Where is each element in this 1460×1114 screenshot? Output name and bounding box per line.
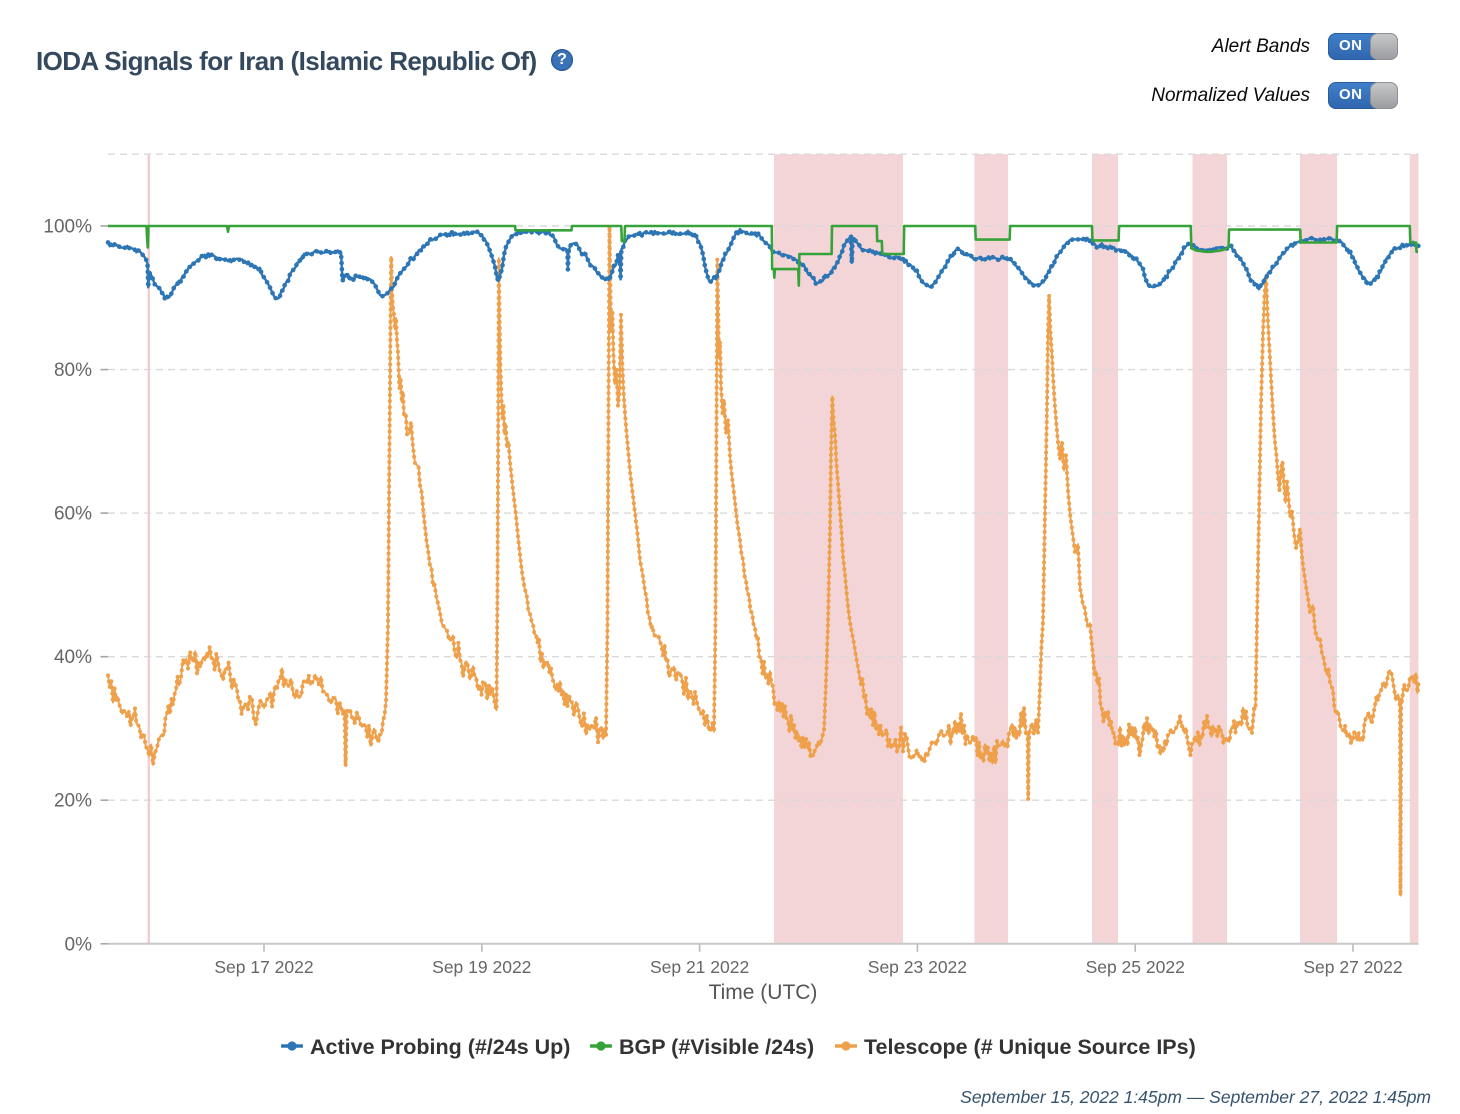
svg-text:20%: 20%	[54, 791, 92, 812]
svg-text:60%: 60%	[54, 504, 92, 525]
svg-text:Sep 19 2022: Sep 19 2022	[432, 957, 531, 977]
svg-text:100%: 100%	[43, 217, 92, 238]
svg-text:Sep 25 2022: Sep 25 2022	[1086, 957, 1185, 977]
svg-text:80%: 80%	[54, 360, 92, 381]
svg-text:Sep 27 2022: Sep 27 2022	[1303, 957, 1402, 977]
svg-text:0%: 0%	[65, 934, 93, 955]
svg-text:40%: 40%	[54, 647, 92, 668]
svg-text:Time (UTC): Time (UTC)	[709, 981, 818, 1004]
svg-text:Sep 21 2022: Sep 21 2022	[650, 957, 749, 977]
svg-text:Sep 23 2022: Sep 23 2022	[868, 957, 967, 977]
svg-text:Sep 17 2022: Sep 17 2022	[214, 957, 313, 977]
